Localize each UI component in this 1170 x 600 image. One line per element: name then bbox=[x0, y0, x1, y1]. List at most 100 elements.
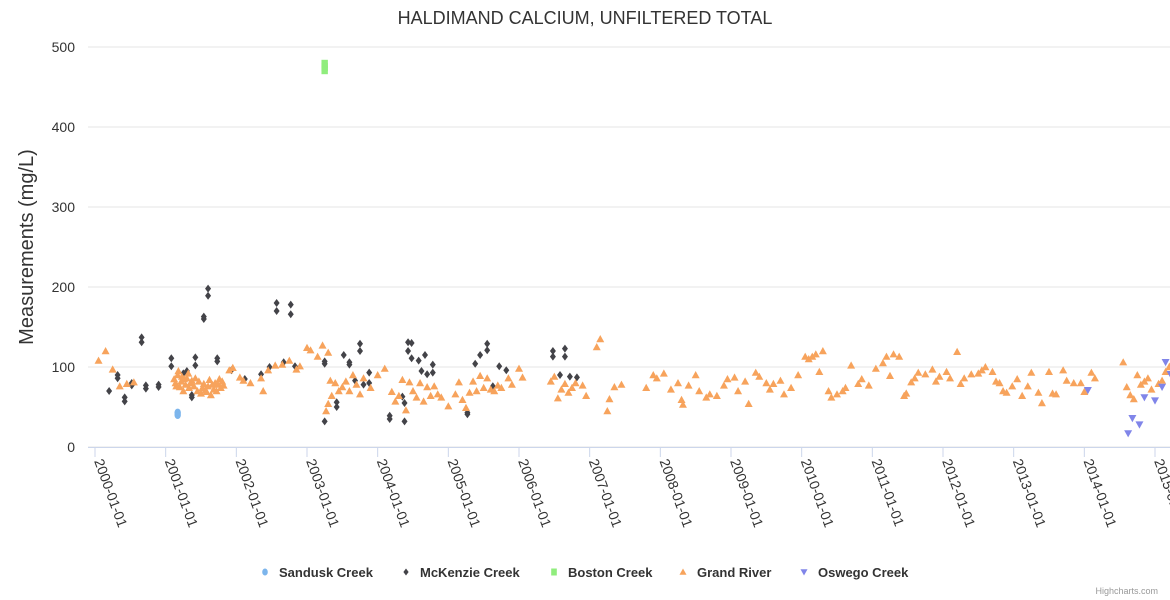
data-point[interactable] bbox=[1090, 374, 1099, 382]
data-point[interactable] bbox=[794, 371, 803, 379]
data-point[interactable] bbox=[179, 387, 188, 395]
data-point[interactable] bbox=[1008, 382, 1017, 390]
data-point[interactable] bbox=[546, 377, 555, 385]
data-point[interactable] bbox=[219, 381, 228, 389]
data-point[interactable] bbox=[730, 373, 739, 381]
data-point[interactable] bbox=[94, 356, 103, 364]
data-point[interactable] bbox=[324, 348, 333, 356]
data-point[interactable] bbox=[108, 365, 117, 373]
data-point[interactable] bbox=[723, 375, 732, 383]
data-point[interactable] bbox=[398, 375, 407, 383]
data-point[interactable] bbox=[191, 374, 200, 382]
data-point[interactable] bbox=[1119, 358, 1128, 366]
data-point[interactable] bbox=[295, 362, 304, 370]
data-point[interactable] bbox=[610, 383, 619, 391]
data-point[interactable] bbox=[1158, 383, 1167, 391]
data-point[interactable] bbox=[1126, 391, 1135, 399]
data-point[interactable] bbox=[205, 375, 214, 383]
data-point[interactable] bbox=[592, 343, 601, 351]
data-point[interactable] bbox=[603, 407, 612, 415]
data-point[interactable] bbox=[287, 310, 294, 319]
data-point[interactable] bbox=[776, 376, 785, 384]
data-point[interactable] bbox=[1133, 371, 1142, 379]
data-point[interactable] bbox=[1165, 363, 1170, 371]
data-point[interactable] bbox=[1002, 388, 1011, 396]
data-point[interactable] bbox=[734, 387, 743, 395]
data-point[interactable] bbox=[408, 339, 415, 347]
data-point[interactable] bbox=[386, 415, 393, 423]
data-point[interactable] bbox=[503, 366, 510, 375]
data-point[interactable] bbox=[496, 362, 503, 371]
data-point[interactable] bbox=[322, 407, 331, 415]
data-point[interactable] bbox=[235, 373, 244, 381]
data-point[interactable] bbox=[155, 383, 162, 391]
data-point[interactable] bbox=[578, 381, 587, 389]
data-point[interactable] bbox=[573, 373, 580, 382]
data-point[interactable] bbox=[649, 371, 658, 379]
data-point[interactable] bbox=[142, 384, 149, 393]
data-point[interactable] bbox=[401, 417, 408, 426]
data-point[interactable] bbox=[173, 371, 182, 379]
data-point[interactable] bbox=[205, 291, 212, 300]
data-point[interactable] bbox=[429, 360, 436, 369]
data-point[interactable] bbox=[333, 398, 340, 407]
data-point[interactable] bbox=[1166, 371, 1170, 378]
data-point[interactable] bbox=[678, 400, 687, 408]
data-point[interactable] bbox=[437, 393, 446, 401]
data-point[interactable] bbox=[246, 379, 255, 387]
data-point[interactable] bbox=[755, 372, 764, 380]
data-point[interactable] bbox=[391, 397, 400, 405]
data-point[interactable] bbox=[878, 359, 887, 367]
data-point[interactable] bbox=[677, 395, 686, 403]
data-point[interactable] bbox=[1062, 376, 1071, 384]
data-point[interactable] bbox=[228, 363, 237, 371]
data-point[interactable] bbox=[886, 371, 894, 379]
data-point[interactable] bbox=[1059, 366, 1068, 374]
data-point[interactable] bbox=[967, 370, 976, 378]
legend-item-sandusk-creek[interactable]: Sandusk Creek bbox=[262, 565, 374, 580]
data-point[interactable] bbox=[115, 382, 124, 390]
data-point[interactable] bbox=[225, 366, 234, 374]
data-point[interactable] bbox=[273, 307, 280, 315]
data-point[interactable] bbox=[121, 397, 128, 406]
data-point[interactable] bbox=[106, 387, 113, 395]
data-point[interactable] bbox=[889, 350, 898, 358]
data-point[interactable] bbox=[483, 374, 492, 382]
data-point[interactable] bbox=[405, 378, 414, 386]
data-point[interactable] bbox=[360, 380, 367, 389]
data-point[interactable] bbox=[1069, 379, 1078, 387]
data-point[interactable] bbox=[469, 377, 478, 385]
data-point[interactable] bbox=[341, 377, 350, 385]
data-point[interactable] bbox=[334, 387, 343, 395]
data-point[interactable] bbox=[854, 379, 863, 387]
data-point[interactable] bbox=[433, 390, 442, 398]
data-point[interactable] bbox=[373, 371, 382, 379]
data-point[interactable] bbox=[430, 382, 439, 390]
data-point[interactable] bbox=[257, 374, 266, 382]
data-point[interactable] bbox=[192, 361, 199, 370]
data-point[interactable] bbox=[318, 341, 327, 349]
data-point[interactable] bbox=[561, 344, 568, 353]
data-point[interactable] bbox=[346, 360, 353, 369]
data-point[interactable] bbox=[348, 371, 357, 379]
data-point[interactable] bbox=[357, 339, 363, 348]
data-point[interactable] bbox=[605, 395, 614, 403]
data-point[interactable] bbox=[366, 383, 375, 391]
data-point[interactable] bbox=[454, 378, 463, 386]
data-point[interactable] bbox=[1128, 415, 1137, 423]
data-point[interactable] bbox=[1037, 399, 1046, 407]
data-point[interactable] bbox=[515, 364, 523, 372]
data-point[interactable] bbox=[550, 372, 559, 380]
data-point[interactable] bbox=[712, 391, 721, 399]
data-point[interactable] bbox=[321, 59, 328, 68]
data-point[interactable] bbox=[380, 364, 389, 372]
data-point[interactable] bbox=[995, 379, 1004, 387]
data-point[interactable] bbox=[259, 387, 268, 395]
data-point[interactable] bbox=[321, 417, 328, 426]
data-point[interactable] bbox=[827, 393, 836, 401]
data-point[interactable] bbox=[338, 383, 347, 391]
data-point[interactable] bbox=[409, 387, 417, 395]
data-point[interactable] bbox=[864, 381, 873, 389]
data-point[interactable] bbox=[953, 347, 962, 355]
data-point[interactable] bbox=[168, 362, 175, 371]
